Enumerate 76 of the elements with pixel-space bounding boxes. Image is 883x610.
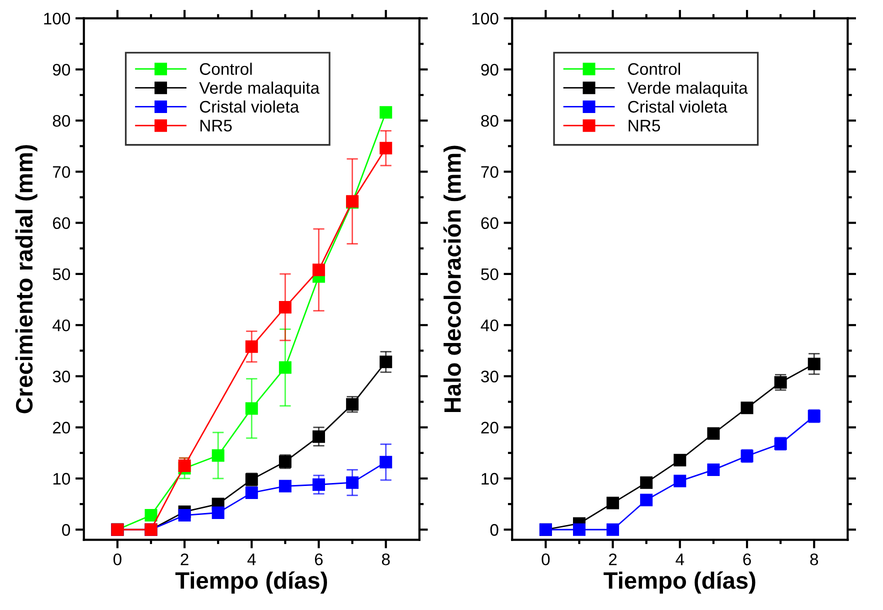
y-tick-label: 30 [52, 370, 70, 382]
y-tick-label: 80 [52, 114, 70, 127]
y-tick-label: 60 [481, 217, 498, 230]
x-tick-label: 8 [810, 553, 818, 566]
point [178, 509, 191, 522]
y-axis-title: Crecimiento radial (mm) [15, 145, 38, 414]
x-tick-label: 0 [113, 553, 122, 566]
legend-label: Verde malaquita [199, 82, 320, 98]
legend-label: NR5 [200, 120, 232, 132]
y-tick-label: 40 [480, 319, 498, 332]
point [674, 454, 686, 466]
y-tick-label: 50 [52, 268, 70, 280]
point [380, 456, 392, 468]
legend-label: Verde malaquita [627, 82, 748, 98]
x-tick-label: 2 [609, 553, 617, 566]
y-tick-label: 90 [481, 64, 498, 76]
y-tick-label: 100 [44, 12, 70, 25]
point [707, 427, 720, 440]
point [278, 300, 292, 314]
x-tick-label: 0 [542, 553, 550, 566]
x-tick-label: 2 [180, 553, 188, 566]
x-axis-title: Tiempo (días) [604, 571, 756, 594]
y-tick-label: 90 [52, 64, 70, 76]
x-tick-label: 4 [676, 554, 684, 566]
point [245, 402, 258, 415]
y-axis-title: Halo decoloración (mm) [443, 146, 466, 412]
point [245, 486, 258, 500]
y-tick-label: 0 [62, 524, 70, 536]
y-tick-label: 60 [53, 217, 70, 230]
point [774, 376, 787, 389]
point [380, 106, 392, 119]
legend-label: Control [628, 62, 680, 75]
point [178, 459, 191, 472]
point [346, 398, 359, 411]
point [640, 494, 653, 506]
point [312, 430, 326, 443]
point [212, 449, 224, 462]
legend-label: Cristal violeta [200, 100, 300, 113]
y-tick-label: 10 [53, 472, 70, 485]
y-tick-label: 70 [53, 166, 70, 178]
y-tick-label: 40 [52, 319, 70, 332]
legend-label: Control [200, 62, 252, 75]
y-tick-label: 20 [52, 422, 70, 434]
y-tick-label: 50 [481, 268, 498, 280]
point [312, 478, 326, 491]
point [740, 402, 754, 414]
point [278, 361, 292, 374]
x-tick-label: 6 [314, 553, 323, 566]
point [380, 356, 392, 368]
y-tick-label: 0 [490, 524, 498, 536]
point [144, 509, 158, 522]
y-tick-label: 100 [472, 12, 498, 25]
point [212, 506, 224, 519]
point [808, 358, 820, 370]
y-tick-label: 80 [481, 114, 498, 127]
y-tick-label: 70 [481, 166, 498, 178]
x-tick-label: 4 [247, 554, 256, 566]
x-tick-label: 8 [382, 553, 390, 566]
point [640, 476, 653, 489]
x-tick-label: 6 [743, 553, 751, 566]
point [606, 496, 620, 510]
point [380, 142, 392, 154]
point [606, 523, 620, 536]
x-axis-title: Tiempo (días) [175, 571, 328, 594]
point [674, 474, 686, 488]
legend-label: Cristal violeta [628, 100, 728, 113]
point [346, 476, 359, 489]
legend-label: NR5 [628, 120, 660, 132]
point [245, 340, 258, 353]
point [573, 523, 586, 536]
point [278, 480, 292, 492]
y-tick-label: 20 [481, 422, 498, 434]
y-tick-label: 10 [482, 472, 498, 485]
y-tick-label: 30 [481, 370, 498, 382]
point [707, 464, 720, 476]
point [312, 264, 326, 276]
